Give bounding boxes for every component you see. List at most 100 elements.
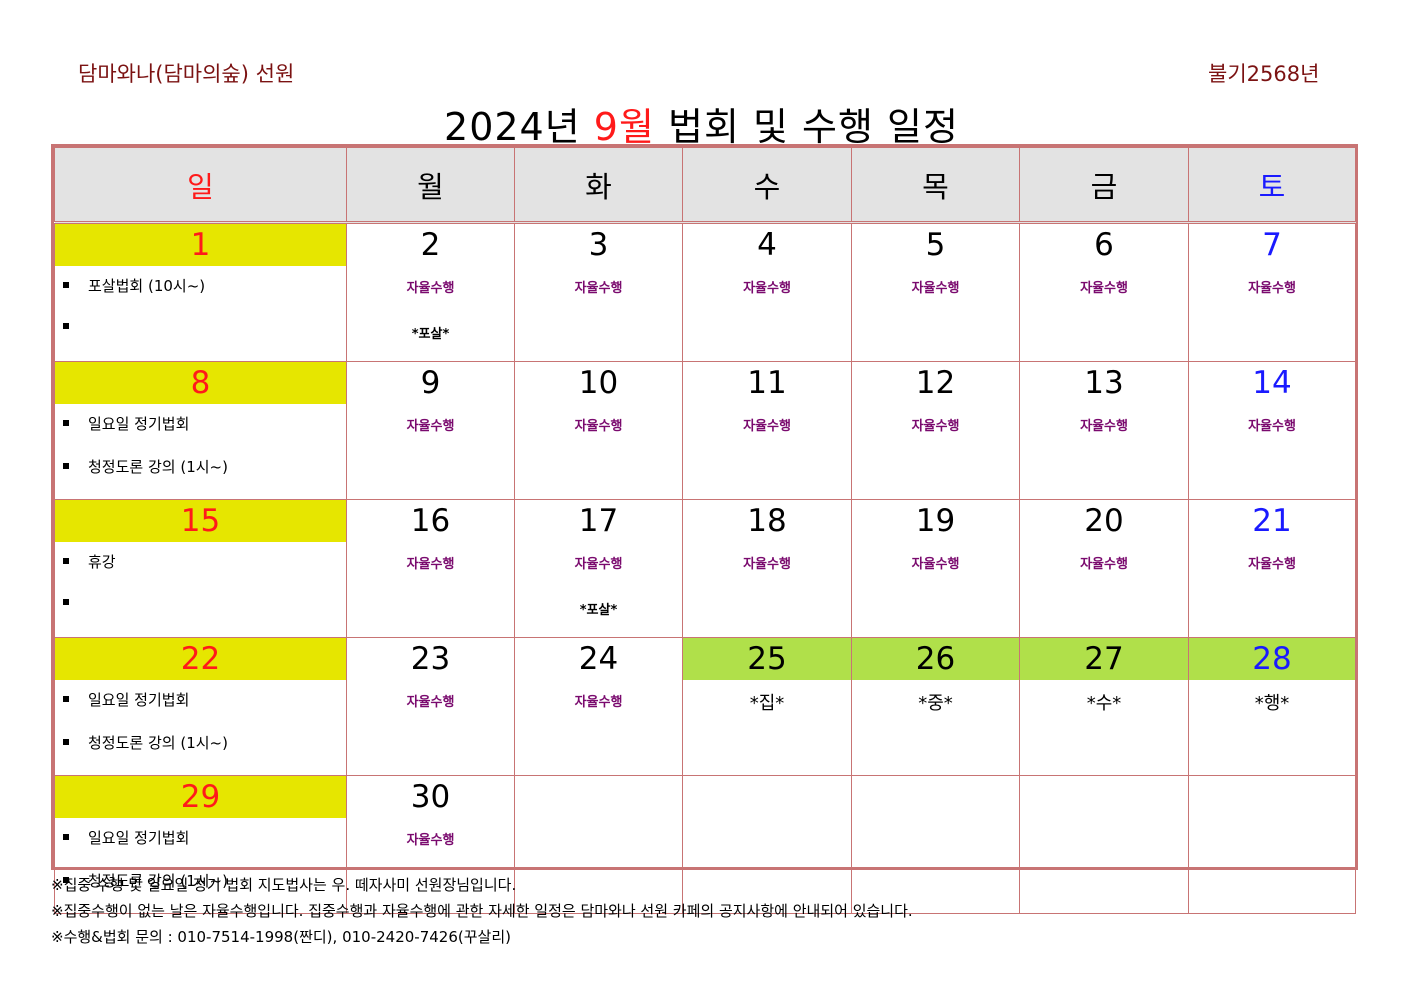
title-year: 2024년	[444, 105, 594, 149]
day-cell: 11 자율수행	[682, 361, 852, 500]
bullet-icon	[63, 557, 69, 564]
day-number: 10	[578, 365, 619, 401]
bullet-icon	[63, 833, 69, 840]
day-cell: 4 자율수행	[682, 222, 852, 362]
day-cell: 19 자율수행	[851, 499, 1020, 638]
bullet-icon	[63, 419, 69, 426]
day-number: 26	[852, 638, 1019, 680]
day-number: 7	[1262, 227, 1282, 263]
event-item	[55, 594, 346, 637]
day-cell: 10 자율수행	[514, 361, 683, 500]
self-practice-label: 자율수행	[1080, 557, 1128, 572]
day-cell: 29 일요일 정기법회 청정도론 강의 (1시~)	[54, 775, 347, 914]
day-number: 2	[420, 227, 441, 263]
self-practice-label: 자율수행	[1080, 281, 1128, 296]
day-number: 12	[915, 365, 956, 401]
day-cell: 18 자율수행	[682, 499, 852, 638]
day-number: 29	[55, 776, 346, 818]
posal-label: *포살*	[579, 603, 618, 618]
day-cell: 3 자율수행	[514, 222, 683, 362]
day-number: 30	[410, 779, 451, 815]
week-row: 1 포살법회 (10시~) 2 자율수행 *포살* 3 자율수행 4 자율수행 …	[54, 222, 1356, 362]
event-item: 일요일 정기법회	[55, 689, 346, 732]
self-practice-label: 자율수행	[1080, 419, 1128, 434]
self-practice-label: 자율수행	[406, 419, 455, 434]
day-cell: 7 자율수행	[1188, 222, 1356, 362]
calendar-grid: 일 월 화 수 목 금 토 1 포살법회 (10시~) 2 자율수행 *포살* …	[54, 147, 1356, 914]
retreat-label: *수*	[1086, 693, 1122, 714]
day-cell: 17 자율수행 *포살*	[514, 499, 683, 638]
self-practice-label: 자율수행	[1248, 419, 1296, 434]
week-row: 8 일요일 정기법회 청정도론 강의 (1시~) 9 자율수행 10 자율수행 …	[54, 361, 1356, 500]
event-list: 일요일 정기법회 청정도론 강의 (1시~)	[55, 413, 346, 499]
bullet-icon	[63, 598, 69, 605]
day-cell: 27 *수*	[1019, 637, 1189, 776]
weekday-sun: 일	[54, 147, 347, 223]
event-item: 일요일 정기법회	[55, 413, 346, 456]
event-text: 일요일 정기법회	[88, 829, 190, 847]
day-number: 22	[55, 638, 346, 680]
event-text: 일요일 정기법회	[88, 415, 190, 433]
weekday-fri: 금	[1019, 147, 1189, 223]
self-practice-label: 자율수행	[406, 557, 455, 572]
buddhist-era-year: 불기2568년	[1208, 62, 1320, 86]
weekday-sat: 토	[1188, 147, 1356, 223]
day-cell: 2 자율수행 *포살*	[346, 222, 515, 362]
event-text: 일요일 정기법회	[88, 691, 190, 709]
day-cell: 28 *행*	[1188, 637, 1356, 776]
event-item: 청정도론 강의 (1시~)	[55, 870, 346, 913]
day-number: 19	[915, 503, 956, 539]
self-practice-label: 자율수행	[743, 281, 791, 296]
weekday-mon: 월	[346, 147, 515, 223]
day-number: 17	[578, 503, 619, 539]
event-item: 휴강	[55, 551, 346, 594]
day-cell: 22 일요일 정기법회 청정도론 강의 (1시~)	[54, 637, 347, 776]
day-number: 3	[588, 227, 609, 263]
weekday-thu: 목	[851, 147, 1020, 223]
bullet-icon	[63, 738, 69, 745]
self-practice-label: 자율수행	[574, 281, 623, 296]
self-practice-label: 자율수행	[911, 419, 960, 434]
note-line: ※집중수행이 없는 날은 자율수행입니다. 집중수행과 자율수행에 관한 자세한…	[51, 902, 913, 920]
event-item	[55, 318, 346, 361]
day-number: 23	[410, 641, 451, 677]
bullet-icon	[63, 322, 69, 329]
self-practice-label: 자율수행	[574, 695, 623, 710]
day-number: 14	[1252, 365, 1292, 401]
day-number: 6	[1094, 227, 1114, 263]
event-list: 일요일 정기법회 청정도론 강의 (1시~)	[55, 689, 346, 775]
day-number: 28	[1189, 638, 1355, 680]
title-rest: 법회 및 수행 일정	[654, 105, 959, 149]
self-practice-label: 자율수행	[406, 281, 455, 296]
self-practice-label: 자율수행	[574, 557, 623, 572]
day-cell: 13 자율수행	[1019, 361, 1189, 500]
note-line: ※집중 수행 및 일요일 정기 법회 지도법사는 우. 떼자사미 선원장님입니다…	[51, 876, 517, 894]
bullet-icon	[63, 876, 69, 883]
event-list: 일요일 정기법회 청정도론 강의 (1시~)	[55, 827, 346, 913]
empty-cell	[682, 775, 852, 914]
event-text: 휴강	[88, 553, 116, 571]
weekday-wed: 수	[682, 147, 852, 223]
day-cell: 9 자율수행	[346, 361, 515, 500]
day-cell: 8 일요일 정기법회 청정도론 강의 (1시~)	[54, 361, 347, 500]
day-cell: 20 자율수행	[1019, 499, 1189, 638]
self-practice-label: 자율수행	[406, 695, 455, 710]
self-practice-label: 자율수행	[1248, 557, 1296, 572]
week-row: 29 일요일 정기법회 청정도론 강의 (1시~) 30 자율수행	[54, 775, 1356, 914]
day-number: 18	[747, 503, 787, 539]
empty-cell	[1188, 775, 1356, 914]
event-text: 청정도론 강의 (1시~)	[88, 734, 228, 752]
day-number: 4	[757, 227, 777, 263]
title-month: 9월	[593, 105, 655, 149]
self-practice-label: 자율수행	[911, 557, 960, 572]
day-number: 20	[1084, 503, 1124, 539]
day-number: 8	[55, 362, 346, 404]
day-number: 1	[55, 224, 346, 266]
day-number: 13	[1084, 365, 1124, 401]
day-number: 16	[410, 503, 451, 539]
day-cell: 6 자율수행	[1019, 222, 1189, 362]
event-list: 휴강	[55, 551, 346, 637]
posal-label: *포살*	[411, 327, 450, 342]
event-item: 일요일 정기법회	[55, 827, 346, 870]
day-number: 11	[747, 365, 787, 401]
